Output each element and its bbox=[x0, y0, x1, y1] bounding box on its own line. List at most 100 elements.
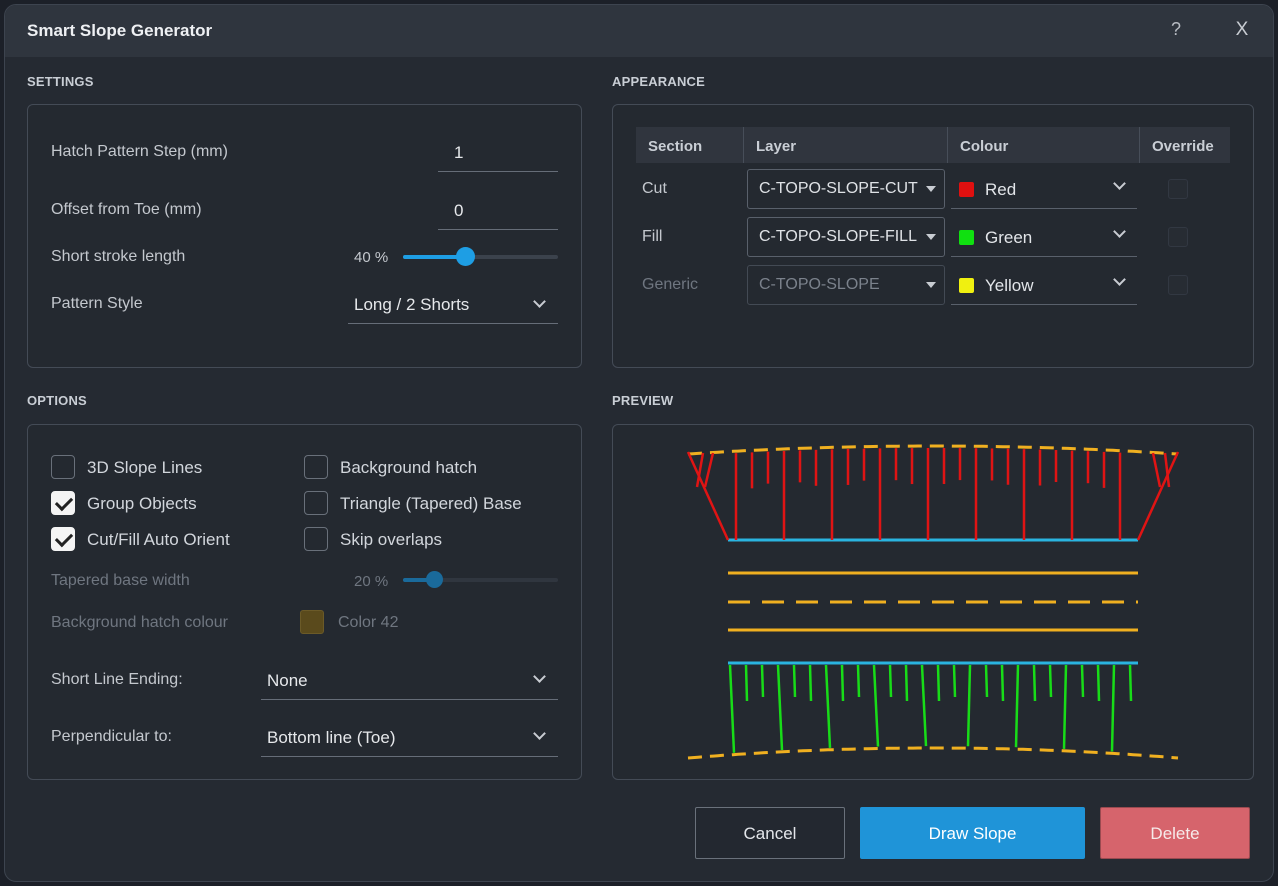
fill-hatch-line bbox=[856, 664, 861, 698]
tapered-base-label: Tapered base width bbox=[51, 572, 190, 589]
cut-crest-line bbox=[687, 444, 1179, 456]
fill-hatch-line bbox=[1128, 664, 1133, 702]
col-header-colour: Colour bbox=[948, 127, 1140, 163]
fill-hatch-line bbox=[728, 664, 736, 753]
checkbox-triangle-base[interactable] bbox=[304, 491, 328, 515]
delete-button[interactable]: Delete bbox=[1100, 807, 1250, 859]
options-panel: 3D Slope Lines Group Objects Cut/Fill Au… bbox=[27, 424, 582, 780]
dropdown-arrow-icon bbox=[926, 186, 936, 192]
fill-hatch-line bbox=[792, 664, 797, 698]
fill-hatch-line bbox=[1014, 664, 1020, 748]
col-header-override: Override bbox=[1140, 127, 1230, 163]
offset-toe-value: 0 bbox=[454, 201, 464, 220]
label-background-hatch: Background hatch bbox=[340, 458, 478, 477]
tapered-base-slider-fill bbox=[403, 578, 434, 582]
fill-hatch-line bbox=[904, 664, 909, 702]
chevron-down-icon bbox=[1113, 273, 1126, 286]
colour-swatch-green bbox=[959, 230, 974, 245]
chevron-down-icon bbox=[533, 670, 546, 683]
bg-hatch-colour-swatch[interactable] bbox=[300, 610, 324, 634]
override-checkbox-fill[interactable] bbox=[1168, 227, 1188, 247]
pattern-style-value: Long / 2 Shorts bbox=[354, 295, 470, 314]
perpendicular-to-label: Perpendicular to: bbox=[51, 728, 172, 745]
fill-hatch-line bbox=[888, 664, 893, 698]
cut-hatch-line bbox=[695, 452, 705, 488]
label-triangle-base: Triangle (Tapered) Base bbox=[340, 494, 522, 513]
fill-hatch-line bbox=[744, 664, 749, 702]
cut-hatch-line bbox=[1163, 452, 1171, 488]
short-line-ending-select[interactable]: None bbox=[261, 664, 558, 700]
colour-select-generic[interactable]: Yellow bbox=[951, 265, 1137, 305]
settings-heading: SETTINGS bbox=[27, 74, 94, 89]
settings-panel: Hatch Pattern Step (mm) 1 Offset from To… bbox=[27, 104, 582, 368]
checkbox-cut-fill-auto-orient[interactable] bbox=[51, 527, 75, 551]
colour-value-generic: Yellow bbox=[985, 276, 1034, 295]
fill-hatch-line bbox=[1110, 664, 1116, 752]
fill-hatch-line bbox=[1096, 664, 1101, 702]
help-button[interactable]: ? bbox=[1170, 19, 1181, 39]
fill-hatch-line bbox=[952, 664, 957, 698]
fill-hatch-line bbox=[966, 664, 972, 747]
checkbox-group-objects[interactable] bbox=[51, 491, 75, 515]
bg-hatch-colour-label: Background hatch colour bbox=[51, 614, 228, 631]
close-button[interactable]: X bbox=[1235, 19, 1249, 40]
bg-hatch-colour-value: Color 42 bbox=[338, 614, 399, 631]
colour-swatch-yellow bbox=[959, 278, 974, 293]
colour-select-cut[interactable]: Red bbox=[951, 169, 1137, 209]
fill-hatch-line bbox=[776, 664, 784, 751]
checkbox-skip-overlaps[interactable] bbox=[304, 527, 328, 551]
hatch-step-value: 1 bbox=[454, 143, 464, 162]
options-heading: OPTIONS bbox=[27, 393, 87, 408]
checkbox-3d-slope-lines[interactable] bbox=[51, 455, 75, 479]
offset-toe-label: Offset from Toe (mm) bbox=[51, 201, 202, 218]
fill-hatch-line bbox=[984, 664, 989, 698]
preview-heading: PREVIEW bbox=[612, 393, 674, 408]
colour-select-fill[interactable]: Green bbox=[951, 217, 1137, 257]
label-cut-fill-auto-orient: Cut/Fill Auto Orient bbox=[87, 530, 230, 549]
short-stroke-slider-thumb[interactable] bbox=[455, 247, 475, 266]
perpendicular-to-value: Bottom line (Toe) bbox=[267, 728, 396, 747]
title-bar: Smart Slope Generator ? X bbox=[5, 5, 1273, 57]
layer-select-cut[interactable]: C-TOPO-SLOPE-CUT bbox=[747, 169, 945, 209]
fill-hatch-line bbox=[1062, 664, 1068, 749]
fill-hatch-line bbox=[872, 664, 880, 747]
layer-value-generic: C-TOPO-SLOPE bbox=[759, 276, 880, 293]
layer-value-fill: C-TOPO-SLOPE-FILL bbox=[759, 228, 917, 245]
override-checkbox-cut[interactable] bbox=[1168, 179, 1188, 199]
fill-hatch-line bbox=[808, 664, 813, 702]
row-label-generic: Generic bbox=[642, 276, 699, 293]
short-stroke-label: Short stroke length bbox=[51, 248, 186, 265]
label-skip-overlaps: Skip overlaps bbox=[340, 530, 443, 549]
offset-toe-input[interactable]: 0 bbox=[438, 197, 558, 230]
fill-hatch-line bbox=[1080, 664, 1085, 698]
dialog-title: Smart Slope Generator bbox=[27, 21, 213, 40]
layer-select-generic[interactable]: C-TOPO-SLOPE bbox=[747, 265, 945, 305]
row-label-fill: Fill bbox=[642, 228, 663, 245]
chevron-down-icon bbox=[533, 295, 546, 308]
colour-value-fill: Green bbox=[985, 228, 1033, 247]
fill-hatch-line bbox=[1000, 664, 1005, 702]
pattern-style-select[interactable]: Long / 2 Shorts bbox=[348, 289, 558, 324]
tapered-base-slider[interactable] bbox=[403, 571, 558, 588]
col-header-section: Section bbox=[636, 127, 744, 163]
row-label-cut: Cut bbox=[642, 180, 667, 197]
short-stroke-slider[interactable] bbox=[403, 247, 558, 266]
perpendicular-to-select[interactable]: Bottom line (Toe) bbox=[261, 721, 558, 757]
col-header-layer: Layer bbox=[744, 127, 948, 163]
tapered-base-value: 20 % bbox=[354, 573, 389, 590]
fill-hatch-line bbox=[1032, 664, 1037, 702]
override-checkbox-generic[interactable] bbox=[1168, 275, 1188, 295]
cancel-button[interactable]: Cancel bbox=[695, 807, 845, 859]
checkbox-background-hatch[interactable] bbox=[304, 455, 328, 479]
draw-slope-button[interactable]: Draw Slope bbox=[860, 807, 1085, 859]
appearance-panel: Section Layer Colour Override Cut C-TOPO… bbox=[612, 104, 1254, 368]
hatch-step-input[interactable]: 1 bbox=[438, 139, 558, 172]
fill-hatch-line bbox=[824, 664, 832, 748]
fill-hatch-line bbox=[760, 664, 765, 698]
tapered-base-slider-thumb[interactable] bbox=[425, 571, 443, 588]
layer-select-fill[interactable]: C-TOPO-SLOPE-FILL bbox=[747, 217, 945, 257]
short-stroke-slider-fill bbox=[403, 255, 465, 259]
cut-side-left bbox=[686, 451, 730, 541]
fill-hatch-line bbox=[920, 664, 928, 747]
short-line-ending-value: None bbox=[267, 671, 308, 690]
